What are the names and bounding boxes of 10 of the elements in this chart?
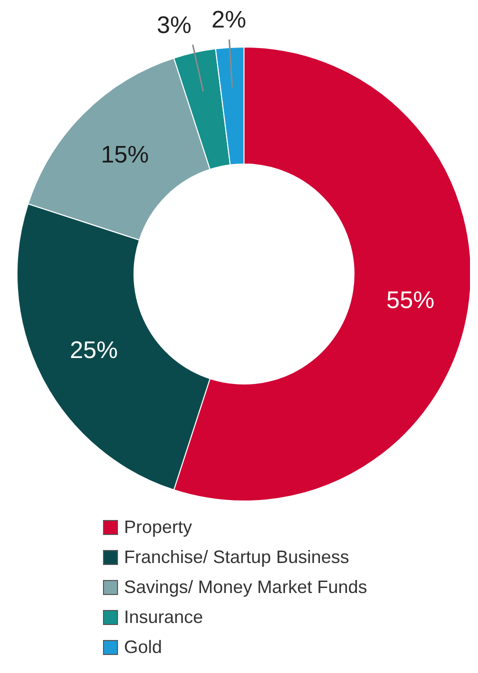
legend-label: Gold [124,636,162,658]
data-label: 55% [386,286,434,314]
data-label: 15% [100,141,149,168]
data-label: 25% [70,336,118,364]
legend-label: Insurance [124,606,204,628]
data-label: 2% [212,6,246,34]
legend-label: Franchise/ Startup Business [124,546,350,568]
legend-label: Property [124,516,192,538]
legend-label: Savings/ Money Market Funds [124,576,368,598]
data-label: 3% [156,12,192,39]
